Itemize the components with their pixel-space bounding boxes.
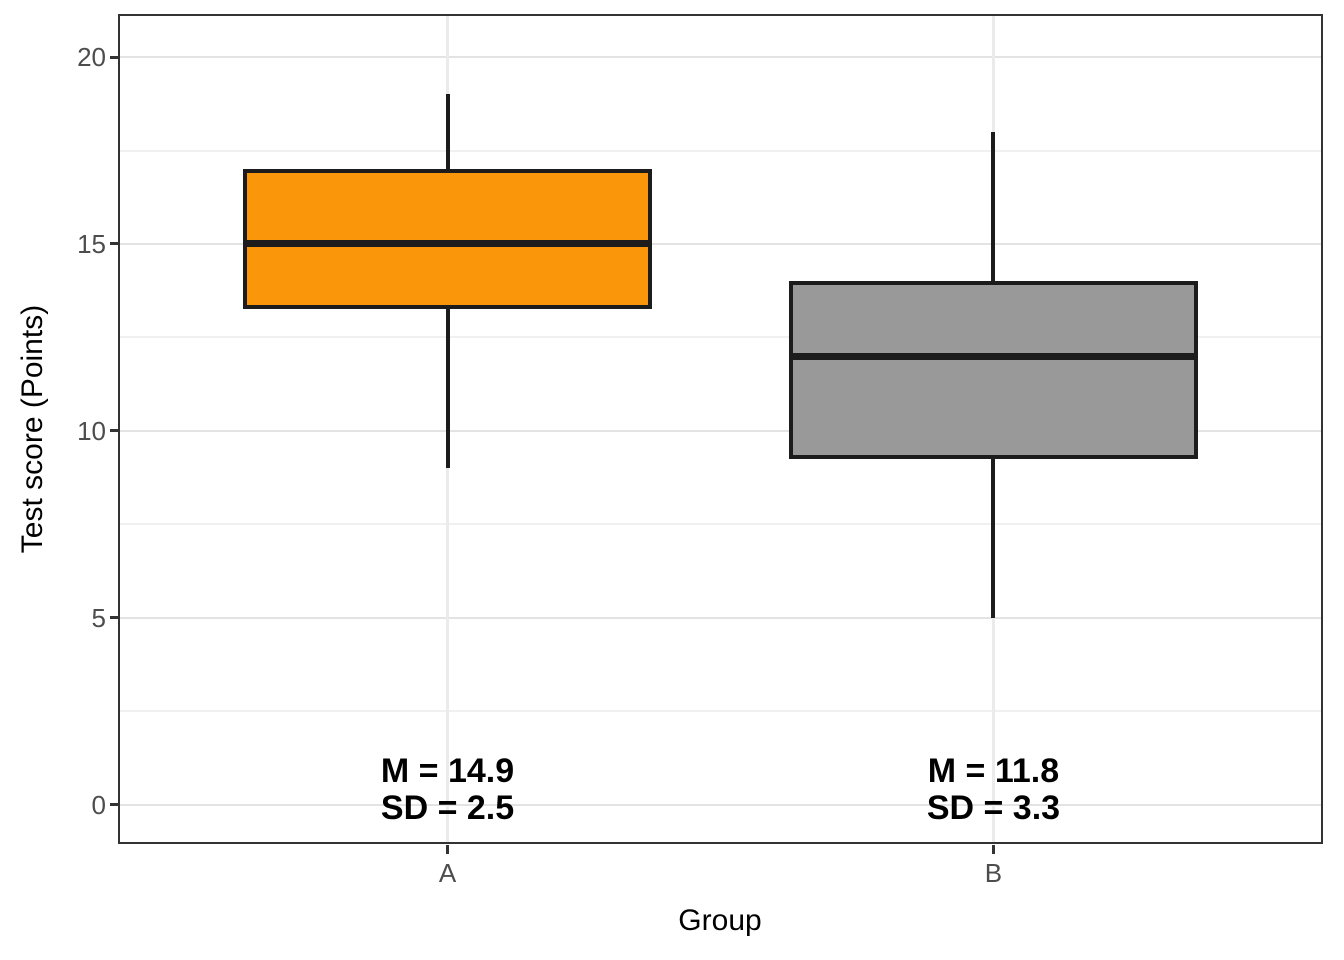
- y-tick-mark: [110, 803, 119, 807]
- median-line-a: [246, 240, 649, 248]
- y-tick-mark: [110, 242, 119, 246]
- plot-panel: M = 14.9 SD = 2.5 M = 11.8 SD = 3.3: [118, 14, 1323, 844]
- y-tick-label: 5: [91, 602, 106, 633]
- x-axis-title: Group: [678, 904, 762, 937]
- annotation-mean-sd-a: M = 14.9 SD = 2.5: [380, 751, 515, 827]
- y-axis-title: Test score (Points): [16, 304, 49, 554]
- x-tick-label-a: A: [438, 858, 457, 888]
- y-tick-label: 0: [91, 789, 106, 820]
- annotation-line: SD = 3.3: [926, 788, 1061, 827]
- gridline-major: [120, 429, 1321, 432]
- annotation-line: M = 14.9: [380, 751, 515, 790]
- gridline-minor: [120, 336, 1321, 339]
- y-tick-mark: [110, 55, 119, 59]
- whisker-lower: [991, 458, 996, 618]
- gridline-major: [120, 56, 1321, 59]
- y-tick-label: 20: [77, 42, 106, 73]
- annotation-line: M = 11.8: [927, 751, 1060, 790]
- whisker-upper: [991, 131, 996, 282]
- y-tick-label: 10: [77, 415, 106, 446]
- annotation-line: SD = 2.5: [380, 788, 515, 827]
- box-b: [788, 281, 1199, 459]
- gridline-major: [120, 242, 1321, 245]
- x-tick-mark: [446, 845, 450, 854]
- box-a: [242, 169, 653, 310]
- annotation-mean-sd-b: M = 11.8 SD = 3.3: [926, 751, 1061, 827]
- y-tick-mark: [110, 616, 119, 620]
- gridline-minor: [120, 149, 1321, 152]
- y-tick-mark: [110, 429, 119, 433]
- gridline-minor: [120, 710, 1321, 713]
- gridline-minor: [120, 523, 1321, 526]
- gridline-major: [120, 803, 1321, 806]
- whisker-upper: [445, 94, 450, 170]
- x-tick-mark: [991, 845, 995, 854]
- y-tick-label: 15: [77, 228, 106, 259]
- median-line-b: [792, 352, 1195, 360]
- x-tick-label-b: B: [984, 858, 1003, 888]
- gridline-major: [120, 616, 1321, 619]
- whisker-lower: [445, 309, 450, 469]
